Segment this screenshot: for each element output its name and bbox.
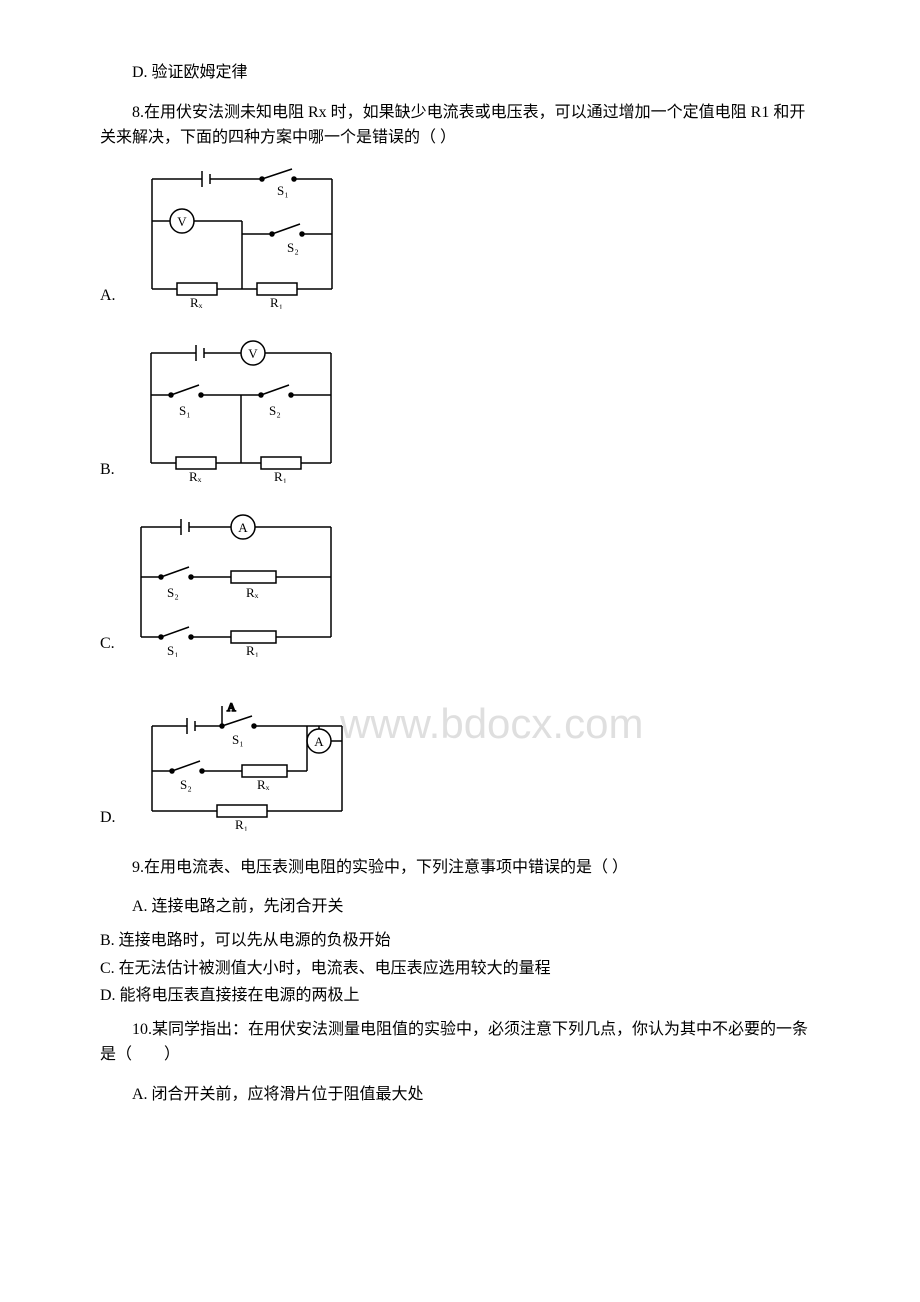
label-s1: S₁ (179, 403, 191, 418)
q9-option-c: C. 在无法估计被测值大小时，电流表、电压表应选用较大的量程 (100, 956, 820, 982)
q8-option-a-label: A. (100, 283, 116, 309)
q9-option-b: B. 连接电路时，可以先从电源的负极开始 (100, 928, 820, 954)
q8-option-b-label: B. (100, 457, 115, 483)
q8-option-c-row: C. (100, 507, 820, 657)
q8-option-a-row: A. (100, 159, 820, 309)
label-s2: S₂ (167, 585, 179, 600)
q10-stem: 10.某同学指出：在用伏安法测量电阻值的实验中，必须注意下列几点，你认为其中不必… (100, 1017, 820, 1068)
circuit-d: A (132, 681, 362, 831)
label-rx: Rₓ (189, 469, 202, 483)
label-r1: R₁ (274, 469, 287, 483)
label-r1: R₁ (270, 295, 283, 309)
label-r1: R₁ (235, 817, 248, 831)
q8-option-d-label: D. (100, 805, 116, 831)
q10-option-a: A. 闭合开关前，应将滑片位于阻值最大处 (100, 1082, 820, 1108)
q9-option-a: A. 连接电路之前，先闭合开关 (100, 894, 820, 920)
label-a: A (238, 520, 248, 535)
label-s1: S₁ (232, 732, 244, 747)
label-s2: S₂ (180, 777, 192, 792)
label-rx: Rₓ (257, 777, 270, 792)
label-s1: S₁ (277, 183, 289, 198)
label-v: V (177, 214, 187, 229)
label-s2: S₂ (287, 240, 299, 255)
label-rx: Rₓ (246, 585, 259, 600)
q8-option-d-row: D. A (100, 681, 820, 831)
label-s2: S₂ (269, 403, 281, 418)
q7-option-d: D. 验证欧姆定律 (100, 60, 820, 86)
svg-text:A: A (227, 700, 236, 714)
label-a: A (314, 734, 324, 749)
q8-stem: 8.在用伏安法测未知电阻 Rx 时，如果缺少电流表或电压表，可以通过增加一个定值… (100, 100, 820, 151)
circuit-b: V S₁ S₂ Rₓ R₁ (131, 333, 351, 483)
circuit-a: V S₁ S₂ Rₓ R₁ (132, 159, 352, 309)
circuit-c: A S₂ S₁ Rₓ R₁ (131, 507, 351, 657)
q9-stem: 9.在用电流表、电压表测电阻的实验中，下列注意事项中错误的是（ ） (100, 855, 820, 881)
label-r1: R₁ (246, 643, 259, 657)
q8-option-c-label: C. (100, 631, 115, 657)
label-s1: S₁ (167, 643, 179, 657)
label-v: V (248, 346, 258, 361)
label-rx: Rₓ (190, 295, 203, 309)
q8-option-b-row: B. (100, 333, 820, 483)
q9-option-d: D. 能将电压表直接接在电源的两极上 (100, 983, 820, 1009)
